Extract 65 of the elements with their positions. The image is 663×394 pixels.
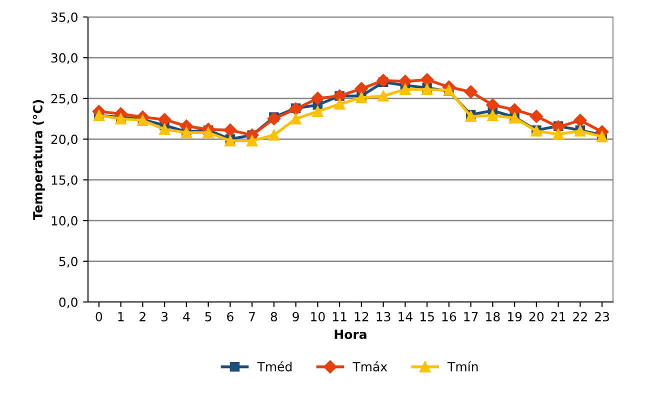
x-tick-label: 6 (227, 312, 234, 322)
point (246, 135, 258, 146)
point (311, 92, 324, 106)
x-tick-label: 2 (140, 312, 146, 322)
x-tick-label: 23 (595, 312, 610, 322)
point (376, 74, 390, 88)
point (267, 112, 281, 126)
point (552, 128, 564, 140)
x-tick-label: 3 (162, 312, 168, 322)
point (486, 98, 500, 112)
y-tick-label: 20,0 (51, 134, 78, 146)
point (464, 85, 478, 98)
x-tick-label: 15 (420, 312, 434, 322)
x-tick-label: 13 (376, 312, 390, 322)
legend-label: Tméd (257, 361, 292, 372)
x-tick-label: 21 (551, 312, 566, 322)
x-tick-label: 5 (205, 312, 212, 322)
point (224, 124, 237, 137)
point (334, 98, 346, 110)
x-tick-label: 22 (573, 312, 587, 322)
point (159, 124, 170, 135)
x-tick-label: 1 (118, 312, 124, 322)
point (508, 103, 522, 116)
x-tick-label: 19 (508, 312, 522, 322)
y-tick-label: 30,0 (51, 53, 78, 64)
x-axis-title: Hora (334, 330, 366, 340)
point (378, 90, 389, 102)
point (268, 130, 280, 141)
x-tick-label: 0 (96, 312, 102, 322)
x-tick-label: 16 (442, 312, 456, 322)
point (312, 106, 324, 118)
y-tick-label: 5,0 (59, 256, 78, 268)
y-tick-label: 15,0 (52, 175, 78, 186)
x-tick-label: 7 (249, 312, 255, 322)
point (289, 102, 302, 116)
point (574, 114, 587, 127)
point (290, 113, 302, 124)
point (420, 73, 434, 86)
point (530, 110, 544, 123)
point (487, 110, 498, 122)
x-tick-label: 20 (529, 312, 544, 322)
x-tick-label: 9 (292, 312, 299, 322)
point (158, 113, 172, 126)
x-tick-label: 14 (398, 312, 412, 322)
x-tick-label: 10 (311, 312, 325, 322)
y-tick-label: 25,0 (51, 94, 78, 105)
y-tick-label: 10,0 (52, 216, 78, 227)
x-tick-label: 18 (486, 312, 500, 322)
x-tick-label: 4 (183, 312, 190, 322)
point (356, 92, 367, 104)
x-tick-label: 17 (464, 312, 478, 322)
x-tick-label: 8 (270, 312, 278, 322)
x-tick-label: 12 (354, 312, 368, 322)
y-tick-label: 35,0 (51, 12, 78, 24)
legend-label: Tmáx (352, 361, 388, 372)
y-axis-title: Temperatura (°C) (32, 100, 45, 220)
point (354, 82, 368, 96)
x-tick-label: 11 (332, 312, 346, 322)
point (400, 84, 411, 96)
legend-label: Tmín (448, 361, 478, 372)
point (596, 131, 608, 142)
point (202, 127, 214, 138)
point (422, 84, 433, 96)
y-tick-label: 0,0 (59, 297, 78, 308)
point (398, 74, 412, 88)
